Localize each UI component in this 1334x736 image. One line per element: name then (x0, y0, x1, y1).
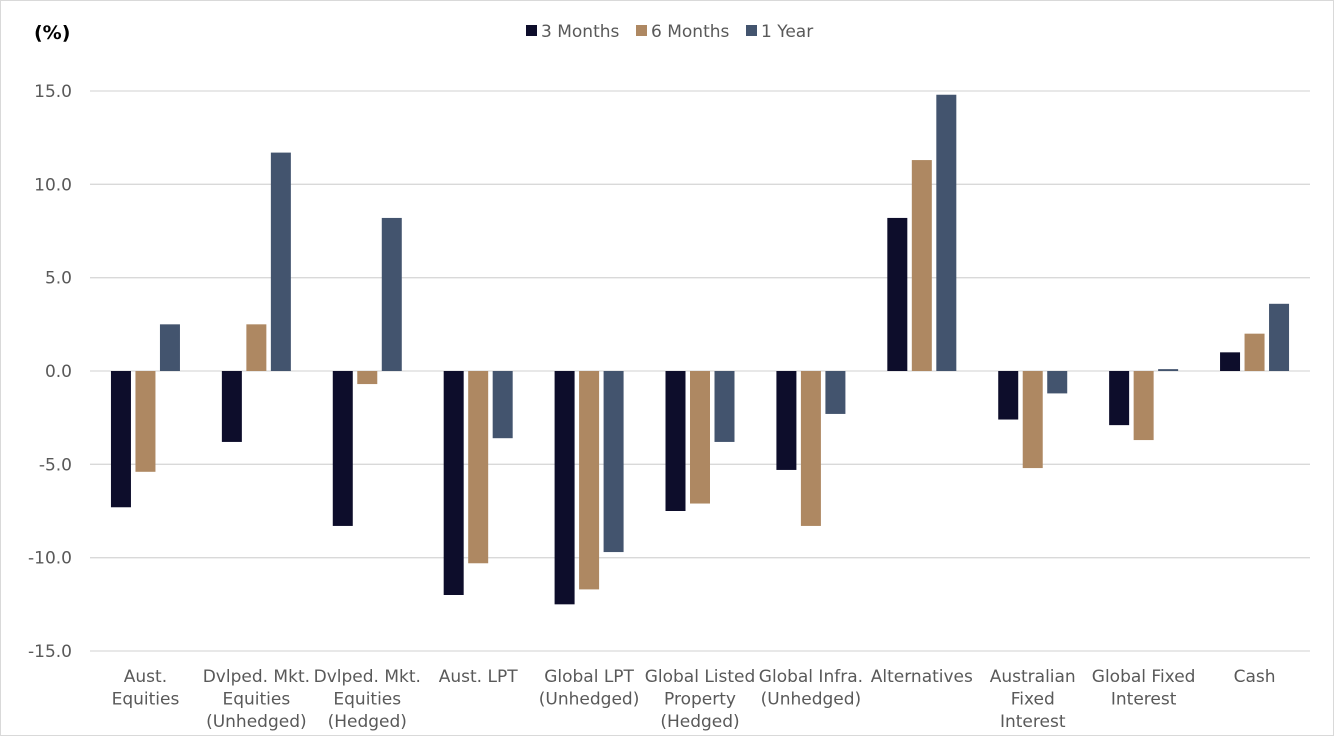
legend-swatch (526, 25, 537, 36)
category-label: Equities (222, 690, 290, 710)
y-tick-label: -15.0 (28, 642, 72, 662)
bar-3-months (332, 371, 353, 526)
category-label: Alternatives (871, 667, 973, 687)
category-label: Aust. (124, 667, 167, 687)
bar-6-months (690, 371, 710, 504)
bar-3-months (998, 371, 1019, 420)
bar-6-months (800, 371, 821, 526)
category-label: Fixed (1011, 690, 1055, 710)
category-label: Equities (112, 690, 180, 710)
y-tick-label: 5.0 (45, 269, 72, 289)
bar-6-months (135, 371, 156, 472)
bar-1-year (270, 152, 291, 371)
category-label: Global Listed (645, 667, 756, 687)
bar-1-year (492, 371, 513, 439)
legend-label: 6 Months (651, 22, 730, 42)
bar-6-months (579, 371, 600, 590)
bar-1-year (1269, 303, 1290, 371)
bar-1-year (603, 371, 624, 553)
legend-swatch (746, 25, 757, 36)
legend-label: 3 Months (541, 22, 620, 42)
category-label: (Unhedged) (761, 690, 862, 710)
category-label: (Hedged) (328, 712, 407, 732)
legend: 3 Months 6 Months 1 Year (526, 22, 813, 42)
bar-3-months (221, 371, 242, 442)
y-axis-label: (%) (34, 22, 70, 44)
category-label: Property (664, 690, 736, 710)
bar-1-year (1158, 369, 1179, 371)
bar-1-year (825, 371, 846, 414)
bar-6-months (246, 324, 267, 371)
bar-3-months (443, 371, 464, 595)
bar-3-months (554, 371, 575, 605)
bar-3-months (1220, 352, 1241, 371)
bar-1-year (381, 217, 402, 371)
bar-6-months (1244, 333, 1265, 371)
category-label: Dvlped. Mkt. (314, 667, 421, 687)
category-label: Global Fixed (1092, 667, 1196, 687)
legend-swatch (636, 25, 647, 36)
bar-3-months (110, 371, 131, 508)
y-tick-label: -10.0 (28, 549, 72, 569)
category-label: Global Infra. (759, 667, 863, 687)
bar-1-year (159, 324, 180, 371)
bar-6-months (357, 371, 378, 385)
y-tick-label: -5.0 (39, 455, 72, 475)
bar-3-months (665, 371, 686, 511)
y-tick-label: 15.0 (34, 82, 72, 102)
category-label: Aust. LPT (439, 667, 518, 687)
category-label: Interest (1111, 690, 1177, 710)
category-label: Global LPT (544, 667, 634, 687)
bar-6-months (468, 371, 489, 564)
category-label: Dvlped. Mkt. (203, 667, 310, 687)
category-label: (Unhedged) (539, 690, 640, 710)
bar-3-months (1109, 371, 1130, 426)
y-tick-label: 10.0 (34, 175, 72, 195)
y-axis-ticks: 15.0 10.0 5.0 0.0 -5.0 -10.0 -15.0 (28, 82, 72, 662)
bar-1-year (936, 94, 957, 371)
bar-1-year (714, 371, 735, 442)
bar-3-months (887, 217, 908, 371)
category-label: Interest (1000, 712, 1066, 732)
bar-6-months (911, 160, 932, 371)
legend-label: 1 Year (761, 22, 813, 42)
bar-1-year (1047, 371, 1068, 394)
bar-6-months (1133, 371, 1154, 441)
category-label: Cash (1234, 667, 1276, 687)
bar-6-months (1022, 371, 1043, 469)
category-label: (Unhedged) (206, 712, 307, 732)
y-tick-label: 0.0 (45, 362, 72, 382)
category-label: Equities (333, 690, 401, 710)
bars (110, 94, 1290, 605)
category-label: Australian (990, 667, 1076, 687)
category-label: (Hedged) (660, 712, 739, 732)
bar-3-months (776, 371, 797, 470)
